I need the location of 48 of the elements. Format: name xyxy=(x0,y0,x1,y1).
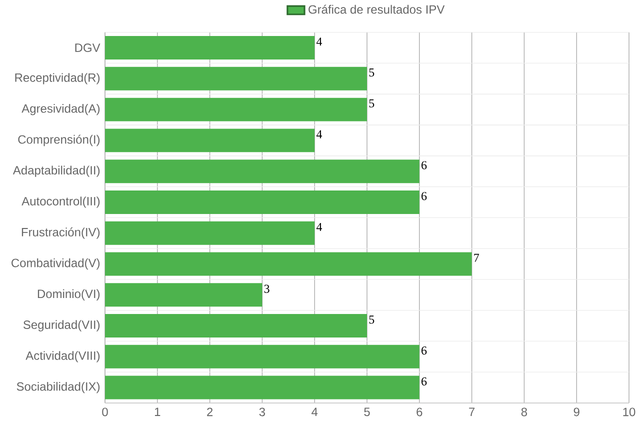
x-tick-label: 6 xyxy=(416,408,422,416)
y-tick-label: Sociabilidad(IX) xyxy=(16,382,100,394)
y-tick-label: Agresividad(A) xyxy=(22,104,100,116)
bar xyxy=(105,221,315,245)
y-tick-label: Frustración(IV) xyxy=(22,227,100,239)
y-tick-label: Receptividad(R) xyxy=(15,73,100,84)
x-tick-label: 1 xyxy=(154,408,160,416)
bar xyxy=(105,283,262,307)
y-tick-label: DGV xyxy=(75,44,100,52)
bar xyxy=(105,252,472,276)
bar xyxy=(105,128,315,152)
x-tick-label: 10 xyxy=(623,408,636,416)
data-label: 5 xyxy=(369,99,374,108)
x-tick-label: 4 xyxy=(312,408,318,416)
bar xyxy=(105,376,420,400)
data-label: 4 xyxy=(316,222,322,231)
x-tick-label: 3 xyxy=(259,408,266,416)
data-label: 5 xyxy=(369,68,374,77)
data-label: 3 xyxy=(264,284,270,293)
x-tick-label: 0 xyxy=(102,408,108,416)
bar xyxy=(105,98,367,122)
bar xyxy=(105,190,420,214)
bar xyxy=(105,314,367,338)
y-tick-label: Comprensión(I) xyxy=(18,134,100,146)
bar xyxy=(105,160,420,184)
x-tick-label: 7 xyxy=(469,408,475,416)
x-tick-label: 9 xyxy=(574,408,580,416)
bar xyxy=(105,66,367,90)
y-tick-label: Actividad(VIII) xyxy=(26,351,100,362)
data-label: 4 xyxy=(316,130,322,138)
y-tick-label: Combatividad(V) xyxy=(12,258,100,270)
data-label: 5 xyxy=(369,316,374,324)
bar xyxy=(105,36,315,60)
y-tick-label: Autocontrol(III) xyxy=(22,196,100,208)
data-label: 7 xyxy=(474,254,480,262)
y-tick-label: Adaptabilidad(II) xyxy=(12,166,100,177)
data-label: 6 xyxy=(422,192,427,200)
data-label: 6 xyxy=(422,346,427,355)
y-tick-label: Seguridad(VII) xyxy=(23,320,100,332)
data-label: 6 xyxy=(422,377,427,386)
data-label: 6 xyxy=(422,161,427,170)
x-tick-label: 8 xyxy=(521,408,528,416)
x-tick-label: 2 xyxy=(207,408,213,416)
bar xyxy=(105,344,420,368)
y-tick-label: Dominio(VI) xyxy=(38,289,100,300)
legend-label: Gráfica de resultados IPV xyxy=(308,4,445,14)
x-tick-label: 5 xyxy=(364,408,370,416)
data-label: 4 xyxy=(316,38,322,46)
